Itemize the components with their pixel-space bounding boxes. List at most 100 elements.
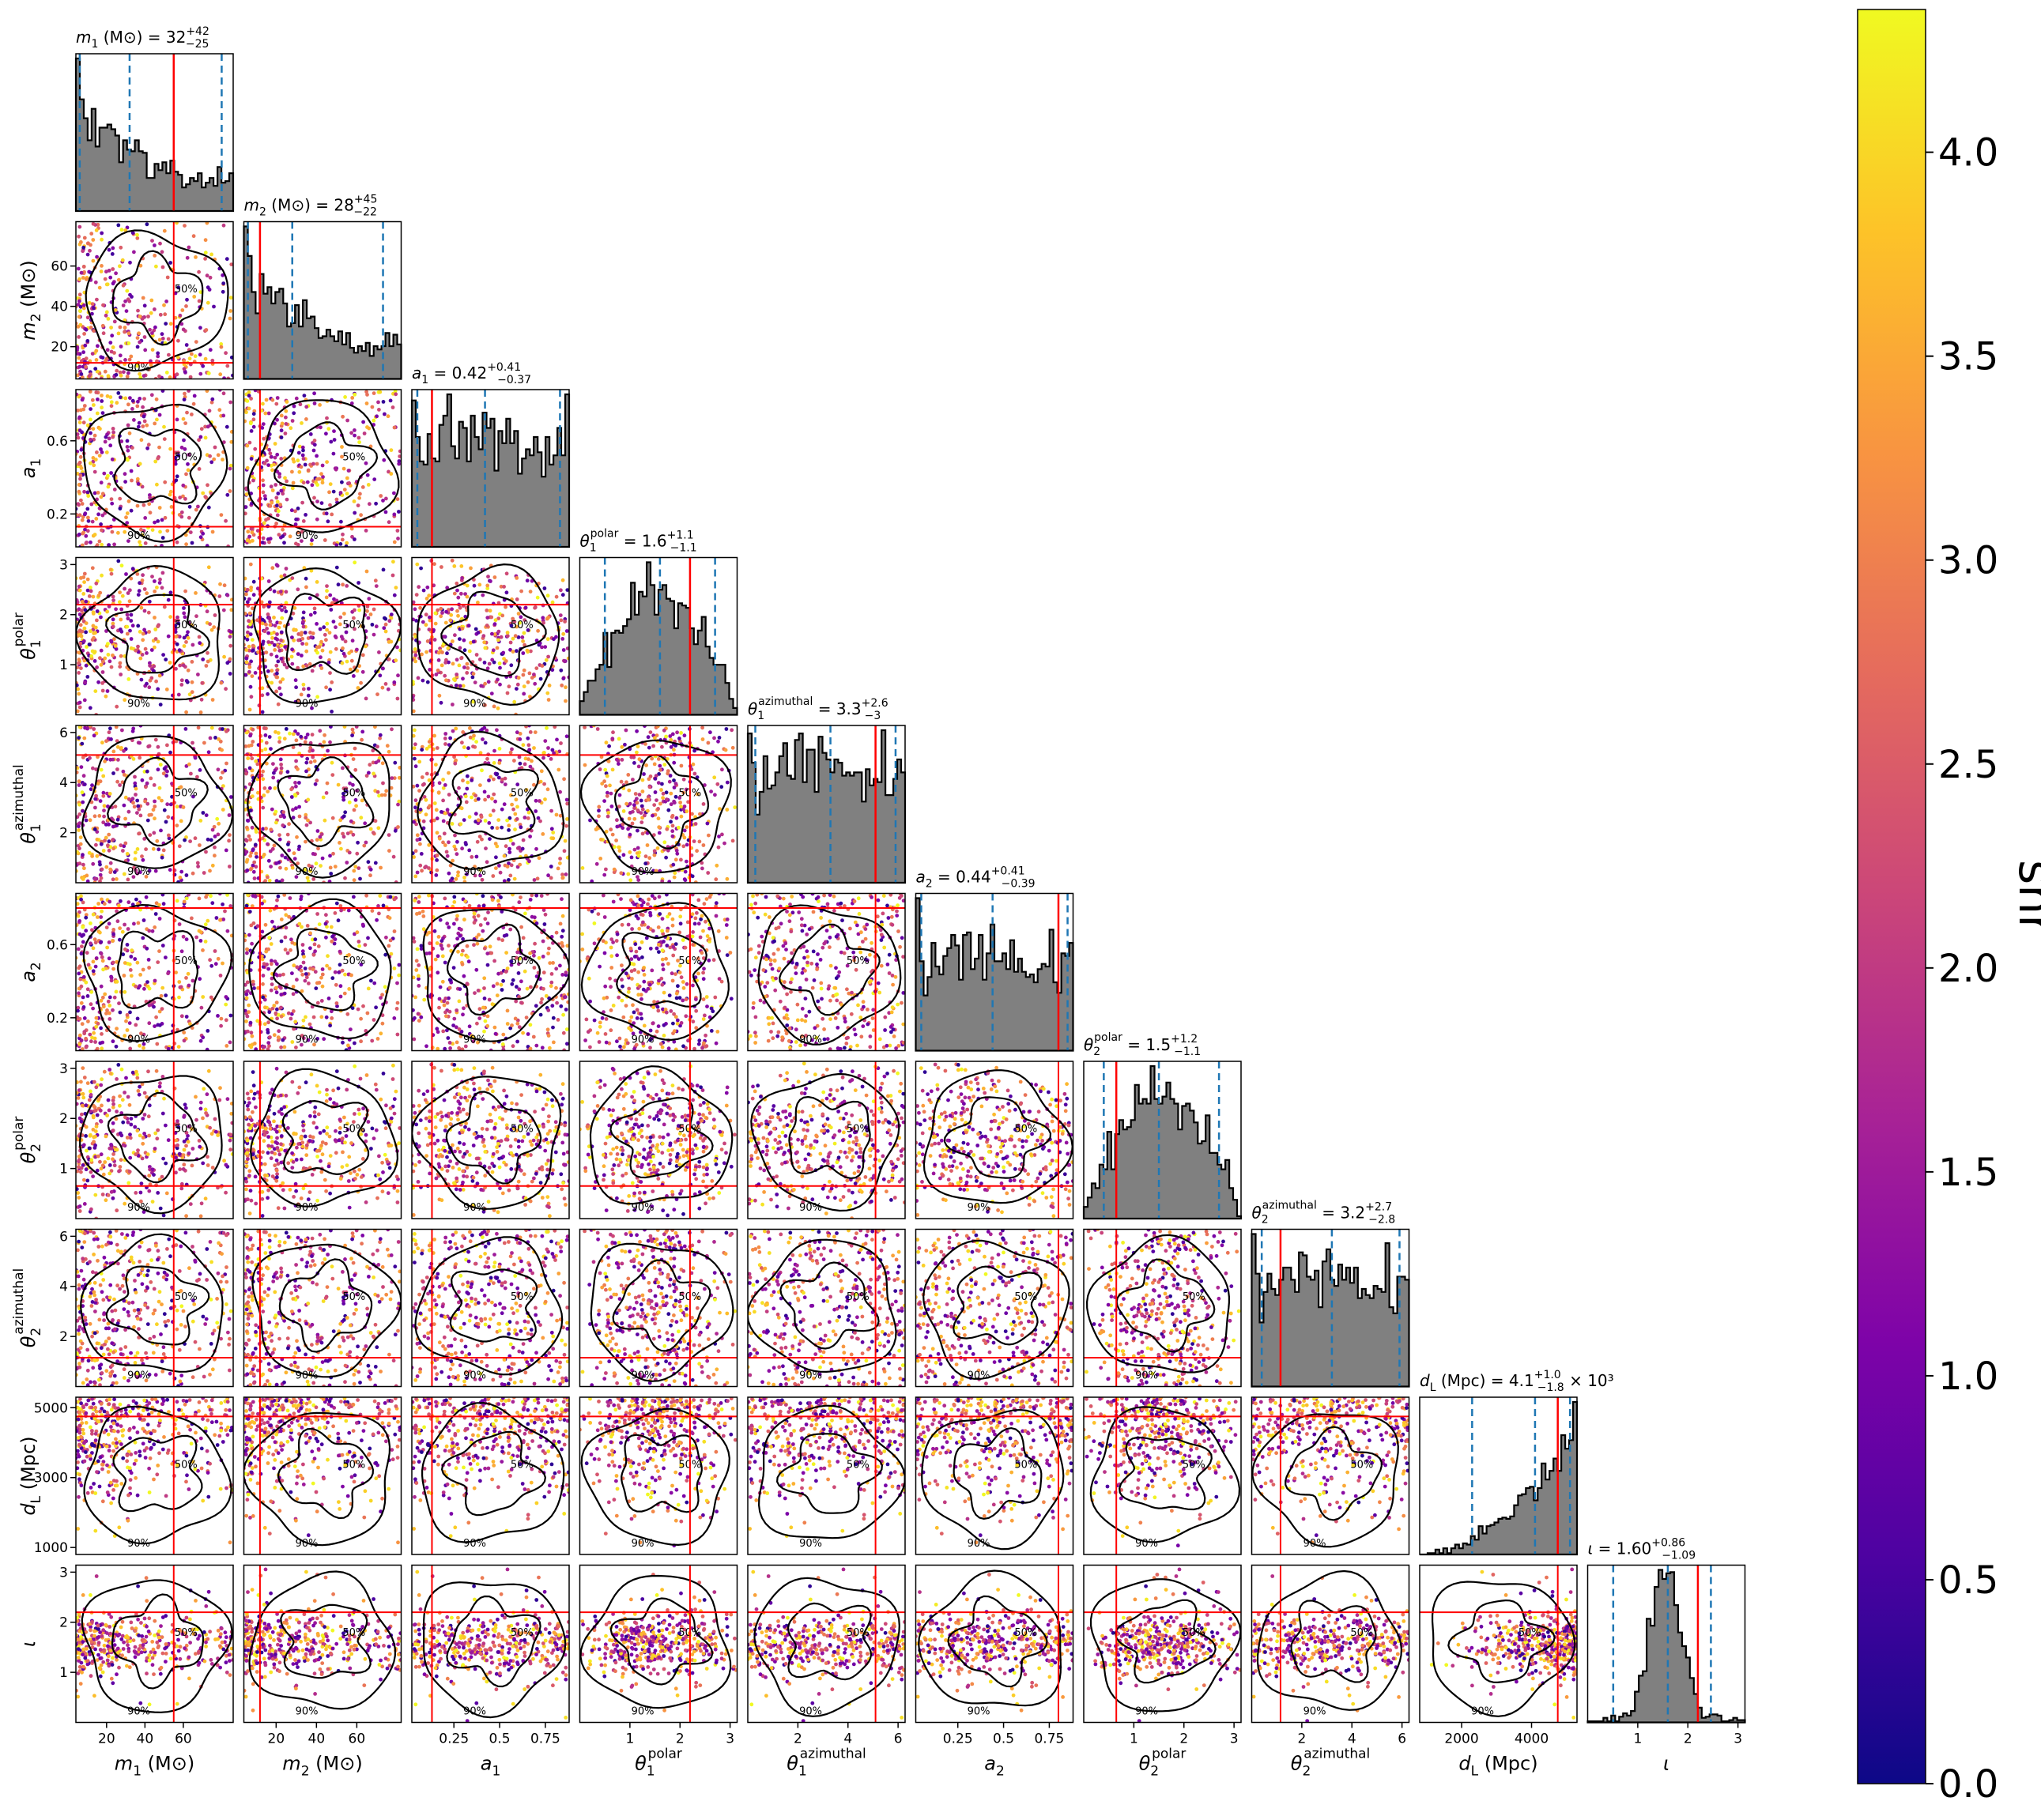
scatter-point <box>110 252 115 256</box>
scatter-point <box>142 770 147 774</box>
scatter-point <box>483 703 487 707</box>
scatter-point <box>354 725 359 729</box>
scatter-point <box>139 677 144 682</box>
scatter-point <box>86 518 91 523</box>
scatter-point <box>261 639 266 644</box>
scatter-point <box>247 834 251 838</box>
scatter-points: 50%90% <box>76 725 233 883</box>
scatter-point <box>700 725 704 730</box>
scatter-point <box>115 767 119 771</box>
scatter-point <box>560 876 565 880</box>
scatter-point <box>262 494 267 498</box>
scatter-point <box>77 812 82 816</box>
scatter-point <box>294 875 299 879</box>
scatter-point <box>285 400 289 404</box>
scatter-point <box>249 695 254 699</box>
scatter-point <box>282 605 287 610</box>
scatter-point <box>248 867 253 872</box>
scatter-point <box>168 261 173 265</box>
scatter-point <box>129 619 134 623</box>
scatter-point <box>604 784 608 789</box>
title-m2: m2 (M⊙) = 28+45 −22 <box>244 194 378 219</box>
scatter-point <box>82 580 86 584</box>
panel-frame <box>243 389 402 548</box>
scatter-point <box>304 760 309 765</box>
scatter-point <box>198 710 203 714</box>
scatter-point <box>437 781 442 786</box>
scatter-point <box>100 867 104 872</box>
scatter-point <box>126 900 131 905</box>
scatter-point <box>725 780 730 785</box>
scatter-point <box>308 760 313 764</box>
scatter-point <box>320 648 325 653</box>
scatter-point <box>138 973 143 977</box>
scatter-point <box>440 565 443 569</box>
scatter-point <box>360 798 364 803</box>
scatter-point <box>85 252 90 257</box>
scatter-point <box>147 869 152 873</box>
scatter-point <box>678 801 682 804</box>
scatter-point <box>248 622 252 627</box>
scatter-point <box>265 761 269 766</box>
scatter-point <box>79 576 83 580</box>
scatter-point <box>360 729 365 734</box>
scatter-point <box>428 804 432 808</box>
scatter-point <box>304 576 308 581</box>
scatter-point <box>91 624 96 628</box>
scatter-point <box>153 925 157 929</box>
scatter-point <box>610 832 615 837</box>
scatter-point <box>281 534 285 538</box>
scatter-point <box>91 221 96 226</box>
scatter-point <box>684 787 689 792</box>
scatter-point <box>77 846 81 850</box>
scatter-point <box>248 562 253 567</box>
scatter-point <box>447 660 451 665</box>
scatter-point <box>338 994 343 999</box>
scatter-point <box>292 851 296 856</box>
scatter-point <box>493 618 498 623</box>
scatter-point <box>251 579 256 584</box>
scatter-point <box>123 989 127 994</box>
scatter-point <box>197 896 202 901</box>
scatter-point <box>302 955 306 959</box>
scatter-point <box>184 937 189 941</box>
scatter-point <box>549 876 553 880</box>
scatter-point <box>108 567 113 572</box>
title-m1: m1 (M⊙) = 32+42 −25 <box>76 25 209 51</box>
scatter-point <box>666 808 671 812</box>
scatter-point <box>278 865 282 870</box>
scatter-point <box>179 445 184 450</box>
scatter-point <box>673 857 678 862</box>
scatter-point <box>397 963 402 967</box>
scatter-point <box>358 876 362 881</box>
title-theta1p: θ1polar = 1.6+1.1 −1.1 <box>580 528 697 555</box>
scatter-point <box>371 831 375 835</box>
scatter-point <box>185 255 190 260</box>
scatter-point <box>182 606 186 610</box>
scatter-point <box>279 630 284 635</box>
scatter-point <box>378 673 383 678</box>
scatter-point <box>112 995 117 1000</box>
scatter-point <box>147 986 152 991</box>
scatter-point <box>81 1005 86 1009</box>
scatter-point <box>443 783 447 787</box>
scatter-point <box>497 864 501 868</box>
scatter-point <box>245 399 250 403</box>
scatter-point <box>284 925 289 930</box>
scatter-point <box>432 801 437 805</box>
scatter-point <box>632 803 636 808</box>
scatter-point <box>251 848 255 853</box>
scatter-point <box>81 420 86 425</box>
scatter-point <box>91 959 96 964</box>
scatter-point <box>301 682 306 687</box>
scatter-point <box>260 710 265 714</box>
scatter-point <box>221 771 224 774</box>
scatter-point <box>652 803 657 807</box>
scatter-point <box>100 394 104 398</box>
scatter-point <box>281 677 285 681</box>
scatter-point <box>125 375 130 379</box>
scatter-point <box>279 692 283 697</box>
scatter-point <box>550 668 555 673</box>
scatter-point <box>564 797 569 802</box>
